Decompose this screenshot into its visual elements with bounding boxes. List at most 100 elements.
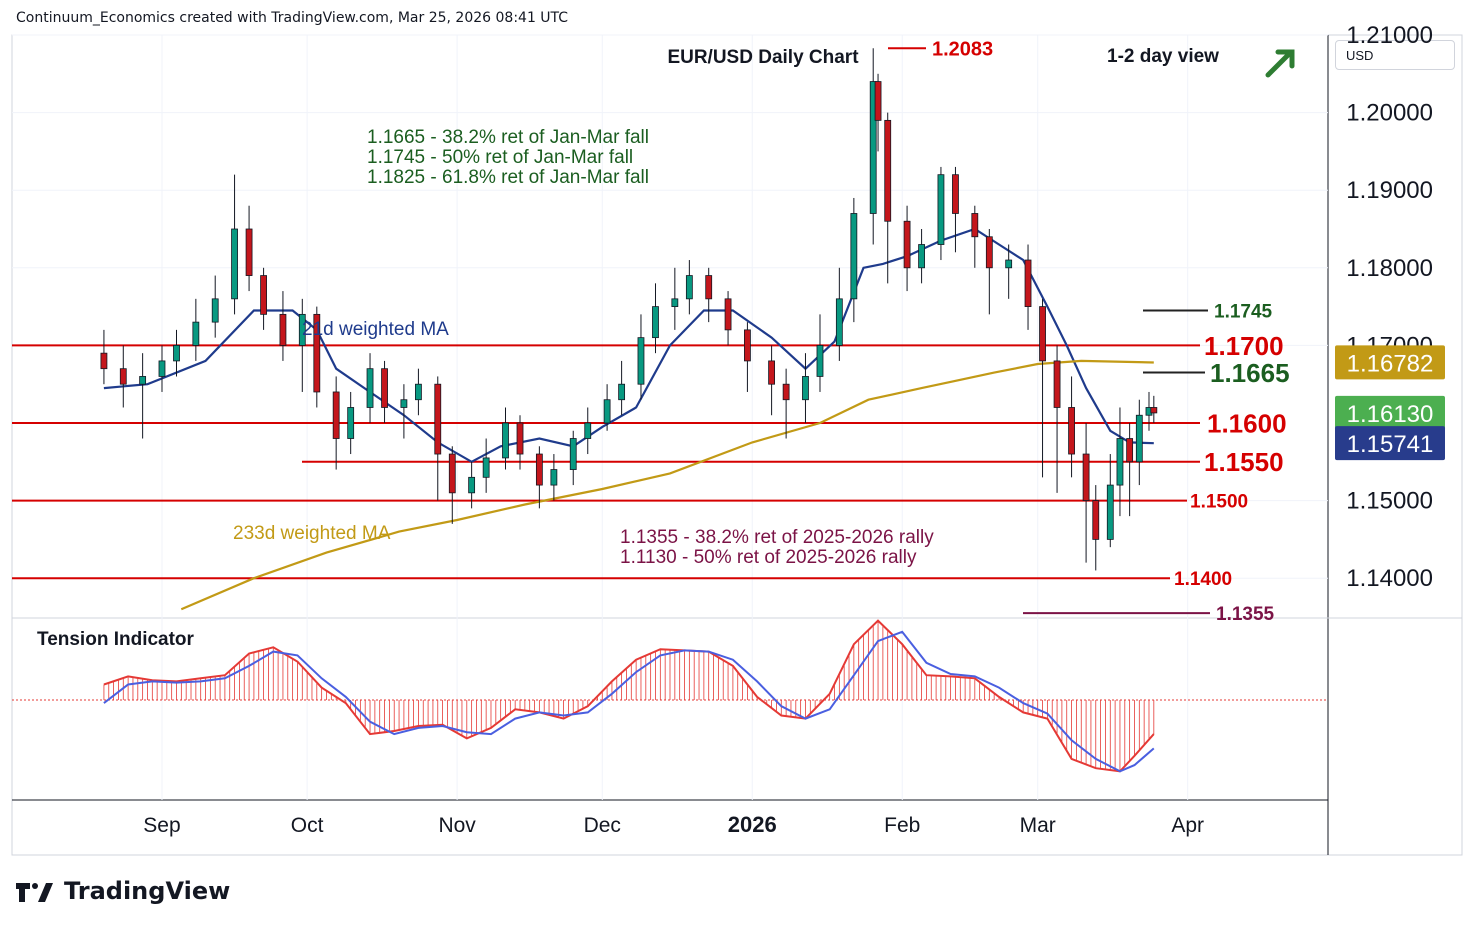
tension-title: Tension Indicator	[37, 629, 195, 650]
candle-body	[1150, 407, 1158, 414]
candle-body	[245, 228, 253, 276]
candle-body	[685, 275, 693, 300]
candle-body	[652, 306, 659, 339]
candle-body	[502, 422, 509, 459]
ma-line-233d	[180, 359, 1154, 611]
level-label-1.1400: 1.1400	[1174, 569, 1232, 590]
level-label-1.1355: 1.1355	[1216, 604, 1275, 625]
arrow-up-right-icon	[1265, 49, 1295, 78]
candle-body	[298, 313, 306, 346]
candle-body	[903, 220, 911, 269]
level-label-1.2083: 1.2083	[932, 38, 993, 60]
ma21-label: 21d weighted MA	[302, 319, 449, 340]
candle-body	[874, 81, 882, 121]
y-tick-label: 1.20000	[1346, 100, 1433, 127]
price-tag-label: 1.16130	[1347, 401, 1434, 428]
y-tick-label: 1.15000	[1346, 488, 1433, 515]
candle-body	[1126, 438, 1134, 463]
candle-body	[618, 383, 626, 401]
tension-line	[103, 619, 1155, 773]
candle-body	[366, 368, 374, 408]
level-label-1.1700: 1.1700	[1204, 331, 1284, 361]
fib-annotation-green: 1.1665 - 38.2% ret of Jan-Mar fall	[367, 127, 649, 148]
x-tick-label: Mar	[1020, 814, 1056, 837]
fib-annotation-green: 1.1825 - 61.8% ret of Jan-Mar fall	[367, 167, 649, 188]
candle-body	[415, 383, 422, 401]
x-tick-label: Feb	[884, 814, 920, 837]
candle-body	[637, 337, 645, 385]
candle-body	[869, 81, 877, 214]
candle-body	[937, 174, 945, 245]
candle-body	[1092, 500, 1100, 540]
candle-body	[1039, 306, 1046, 362]
candle-body	[918, 244, 925, 269]
candle-body	[192, 321, 200, 346]
candle-body	[381, 368, 388, 408]
candle-body	[279, 313, 287, 346]
candle-body	[584, 422, 592, 439]
x-tick-label: Dec	[584, 814, 621, 837]
candle-body	[705, 275, 713, 300]
x-tick-label: 2026	[728, 812, 777, 837]
y-tick-label: 1.21000	[1346, 22, 1433, 49]
candle-body	[1024, 259, 1032, 308]
candle-body	[1068, 407, 1075, 455]
candle-body	[173, 344, 180, 362]
candle-body	[768, 360, 776, 385]
x-tick-label: Apr	[1171, 814, 1204, 837]
candle-body	[448, 453, 456, 494]
level-label-1.1550: 1.1550	[1204, 447, 1284, 477]
candle-body	[1116, 438, 1124, 486]
candle-body	[347, 407, 355, 439]
price-tag	[1335, 345, 1445, 380]
candle-body	[802, 376, 809, 401]
candle-body	[231, 228, 238, 300]
tradingview-logo: TradingView	[16, 877, 230, 905]
level-label-1.1600: 1.1600	[1207, 408, 1287, 438]
candle-body	[158, 360, 166, 377]
candle-body	[816, 344, 824, 377]
currency-selector[interactable]: USD	[1335, 40, 1455, 70]
fib-annotation-purple: 1.1355 - 38.2% ret of 2025-2026 rally	[620, 527, 934, 548]
candle-body	[434, 383, 442, 455]
candle-body	[850, 213, 858, 300]
candle-body	[119, 368, 127, 385]
price-tag-label: 1.15741	[1347, 431, 1434, 458]
fib-annotation-green: 1.1745 - 50% ret of Jan-Mar fall	[367, 147, 633, 168]
y-tick-label: 1.18000	[1346, 255, 1433, 282]
candle-body	[468, 476, 476, 494]
candle-body	[835, 298, 843, 346]
view-label: 1-2 day view	[1107, 46, 1219, 67]
brand-name: TradingView	[64, 877, 231, 905]
x-tick-label: Sep	[143, 814, 180, 837]
candle-body	[671, 298, 679, 307]
chart-title: EUR/USD Daily Chart	[667, 47, 859, 68]
candle-body	[782, 383, 790, 401]
price-tag	[1335, 395, 1445, 430]
candle-body	[1106, 484, 1114, 540]
level-label-1.1665: 1.1665	[1210, 358, 1290, 388]
price-tag	[1335, 426, 1445, 461]
level-label-1.1745: 1.1745	[1214, 301, 1273, 322]
candle-body	[603, 399, 611, 424]
candle-body	[1005, 259, 1013, 269]
ma233-label: 233d weighted MA	[233, 523, 391, 544]
chart-frame	[11, 34, 1463, 856]
candle-body	[400, 399, 408, 408]
fib-annotation-purple: 1.1130 - 50% ret of 2025-2026 rally	[620, 547, 917, 568]
tradingview-logo-icon	[16, 883, 53, 902]
y-tick-label: 1.19000	[1346, 177, 1433, 204]
y-tick-label: 1.14000	[1346, 565, 1433, 592]
price-tag-label: 1.16782	[1347, 350, 1434, 377]
candle-body	[550, 469, 558, 486]
candle-body	[516, 422, 524, 455]
candle-body	[535, 453, 543, 486]
chart-attribution: Continuum_Economics created with Trading…	[16, 10, 569, 26]
candle-body	[211, 298, 219, 323]
candle-body	[985, 236, 993, 269]
candle-body	[313, 313, 321, 393]
candle-body	[139, 376, 147, 385]
candle-body	[482, 457, 490, 478]
candle-body	[1082, 453, 1090, 502]
candle-body	[952, 174, 959, 214]
